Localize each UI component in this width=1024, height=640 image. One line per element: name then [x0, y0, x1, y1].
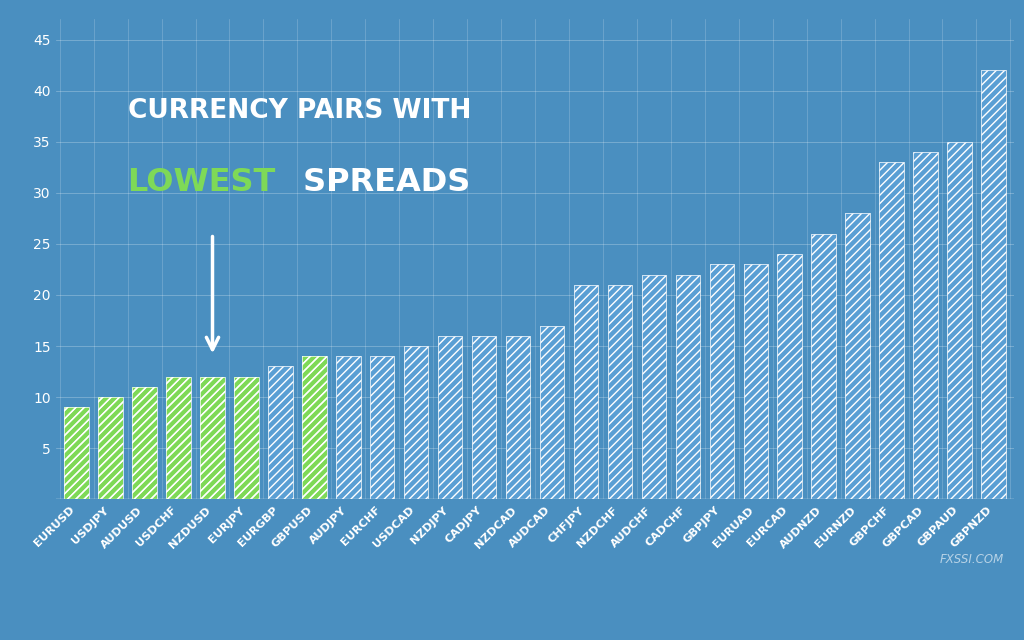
Bar — [132, 387, 157, 499]
Bar — [65, 407, 89, 499]
Bar — [710, 264, 734, 499]
Bar — [438, 336, 463, 499]
Bar — [472, 336, 497, 499]
Bar — [166, 377, 190, 499]
Bar — [913, 152, 938, 499]
Text: FXSSI.COM: FXSSI.COM — [939, 552, 1004, 566]
Bar — [98, 397, 123, 499]
Text: CURRENCY PAIRS WITH: CURRENCY PAIRS WITH — [128, 98, 471, 124]
Bar — [268, 367, 293, 499]
Bar — [540, 326, 564, 499]
Bar — [302, 356, 327, 499]
Bar — [132, 387, 157, 499]
Bar — [947, 141, 972, 499]
Bar — [607, 285, 632, 499]
Bar — [676, 275, 700, 499]
Bar — [438, 336, 463, 499]
Bar — [913, 152, 938, 499]
Bar — [98, 397, 123, 499]
Bar — [777, 254, 802, 499]
Text: SPREADS: SPREADS — [292, 167, 471, 198]
Bar — [846, 213, 869, 499]
Bar — [65, 407, 89, 499]
Bar — [472, 336, 497, 499]
Bar — [404, 346, 428, 499]
Bar — [201, 377, 224, 499]
Bar — [642, 275, 666, 499]
Bar — [506, 336, 530, 499]
Bar — [336, 356, 360, 499]
Bar — [166, 377, 190, 499]
Bar — [370, 356, 394, 499]
Bar — [777, 254, 802, 499]
Bar — [811, 234, 836, 499]
Bar — [234, 377, 259, 499]
Bar — [506, 336, 530, 499]
Bar — [710, 264, 734, 499]
Bar — [201, 377, 224, 499]
Bar — [302, 356, 327, 499]
Bar — [846, 213, 869, 499]
Bar — [743, 264, 768, 499]
Bar — [981, 70, 1006, 499]
Bar — [981, 70, 1006, 499]
Text: LOWEST: LOWEST — [128, 167, 275, 198]
Bar — [573, 285, 598, 499]
Bar — [540, 326, 564, 499]
Bar — [947, 141, 972, 499]
Bar — [880, 162, 904, 499]
Bar — [370, 356, 394, 499]
Bar — [880, 162, 904, 499]
Bar — [268, 367, 293, 499]
Bar — [607, 285, 632, 499]
Bar — [573, 285, 598, 499]
Bar — [404, 346, 428, 499]
Bar — [811, 234, 836, 499]
Bar — [642, 275, 666, 499]
Bar — [234, 377, 259, 499]
Bar — [336, 356, 360, 499]
Bar — [676, 275, 700, 499]
Bar — [743, 264, 768, 499]
